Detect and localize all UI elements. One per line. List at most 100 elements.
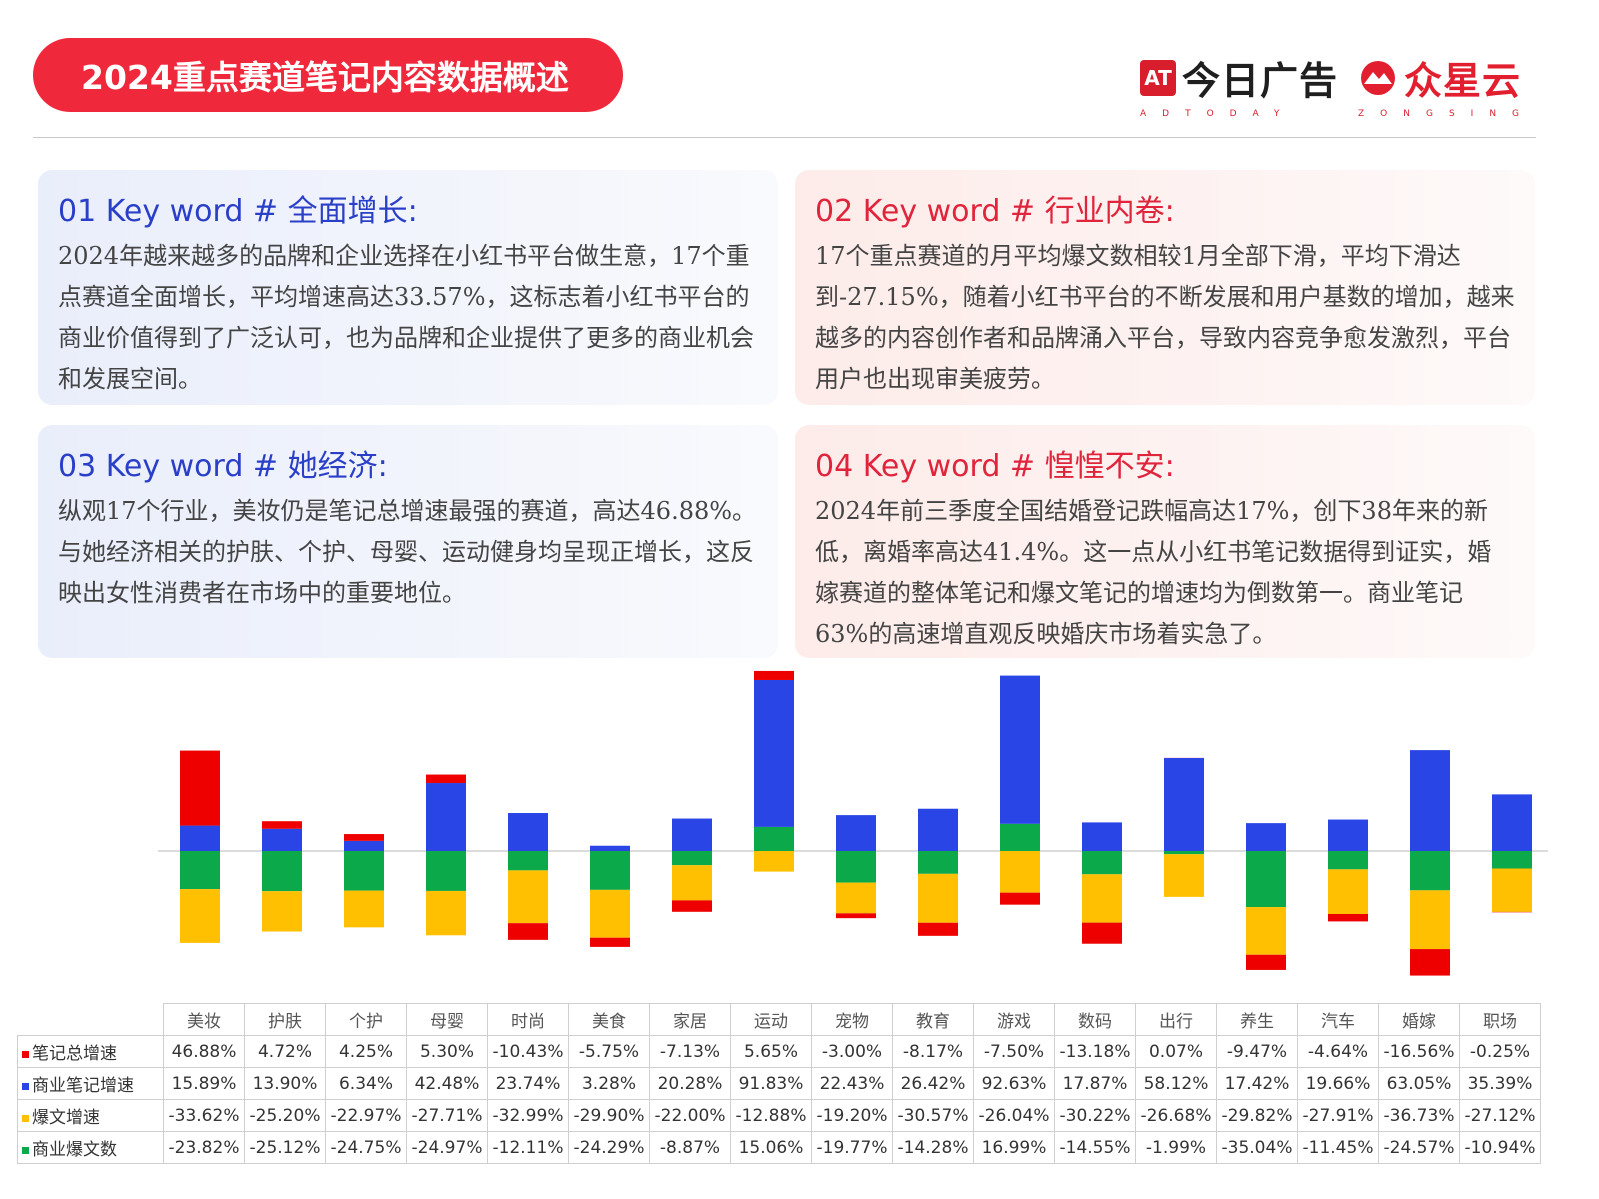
bar-segment: [754, 826, 794, 851]
table-cell: -10.43%: [487, 1035, 569, 1068]
table-cell: -12.88%: [730, 1099, 812, 1132]
bar-segment: [1492, 868, 1532, 912]
table-category-header: 数码: [1054, 1003, 1136, 1036]
table-cell: 6.34%: [325, 1067, 407, 1100]
table-cell: -26.04%: [973, 1099, 1055, 1132]
table-cell: -36.73%: [1378, 1099, 1460, 1132]
bar-segment: [1082, 922, 1122, 944]
table-cell: -11.45%: [1297, 1131, 1379, 1164]
bar-segment: [344, 834, 384, 841]
table-cell: -13.18%: [1054, 1035, 1136, 1068]
bar-segment: [508, 923, 548, 940]
table-cell: -27.91%: [1297, 1099, 1379, 1132]
keyword-card-text: 2024年前三季度全国结婚登记跌幅高达17%，创下38年来的新低，离婚率高达41…: [815, 497, 1492, 648]
table-cell: -27.12%: [1459, 1099, 1541, 1132]
table-cell: -35.04%: [1216, 1131, 1298, 1164]
brand-adtoday-name: 今日广告: [1182, 59, 1339, 103]
table-cell: 23.74%: [487, 1067, 569, 1100]
bar-segment: [1328, 819, 1368, 851]
keyword-card-text: 纵观17个行业，美妆仍是笔记总增速最强的赛道，高达46.88%。与她经济相关的护…: [58, 497, 757, 607]
bar-segment: [754, 670, 794, 680]
bar-segment: [754, 851, 794, 872]
bar-segment: [1164, 758, 1204, 851]
bar-segment: [344, 851, 384, 891]
table-cell: -22.00%: [649, 1099, 731, 1132]
table-cell: -5.75%: [568, 1035, 650, 1068]
table-cell: -7.50%: [973, 1035, 1055, 1068]
table-cell: -25.20%: [244, 1099, 326, 1132]
bar-segment: [590, 889, 630, 938]
header-divider: [33, 137, 1536, 138]
table-category-header: 出行: [1135, 1003, 1217, 1036]
bar-segment: [1082, 874, 1122, 923]
bar-segment: [1000, 892, 1040, 905]
table-cell: 26.42%: [892, 1067, 974, 1100]
keyword-card-4: 04 Key word # 惶惶不安: 2024年前三季度全国结婚登记跌幅高达1…: [795, 425, 1535, 658]
table-row: 商业笔记增速 15.89% 13.90% 6.34% 42.48% 23.74% 3.28%…: [17, 1067, 1541, 1100]
keyword-card-text: 2024年越来越多的品牌和企业选择在小红书平台做生意，17个重点赛道全面增长，平…: [58, 242, 754, 393]
table-cell: -0.25%: [1459, 1035, 1541, 1068]
brand-zongsing: 众星云 ZONGSING: [1358, 50, 1535, 119]
bar-segment: [1246, 954, 1286, 970]
bar-segment: [262, 891, 302, 932]
table-cell: 22.43%: [811, 1067, 893, 1100]
keyword-card-title: 01 Key word # 全面增长:: [58, 194, 418, 229]
bar-segment: [1410, 851, 1450, 891]
adtoday-logo-icon: AT: [1140, 59, 1176, 96]
table-cell: 17.87%: [1054, 1067, 1136, 1100]
table-cell: -14.55%: [1054, 1131, 1136, 1164]
bar-segment: [180, 825, 220, 851]
table-cell: -32.99%: [487, 1099, 569, 1132]
bar-segment: [1410, 890, 1450, 950]
bar-segment: [1246, 907, 1286, 955]
table-cell: -29.90%: [568, 1099, 650, 1132]
bar-segment: [508, 813, 548, 851]
legend-swatch: [22, 1114, 29, 1122]
table-category-header: 汽车: [1297, 1003, 1379, 1036]
table-cell: -9.47%: [1216, 1035, 1298, 1068]
table-cell: 15.89%: [163, 1067, 245, 1100]
table-cell: -4.64%: [1297, 1035, 1379, 1068]
table-cell: -19.77%: [811, 1131, 893, 1164]
brand-adtoday-sub: ADTODAY: [1140, 109, 1296, 119]
bar-segment: [1328, 851, 1368, 870]
bar-segment: [1246, 823, 1286, 851]
table-cell: -25.12%: [244, 1131, 326, 1164]
table-row: 商业爆文数 -23.82% -25.12% -24.75% -24.97% -12.11%…: [17, 1131, 1541, 1164]
table-cell: -23.82%: [163, 1131, 245, 1164]
table-category-header: 宠物: [811, 1003, 893, 1036]
bar-segment: [672, 865, 712, 901]
bar-segment: [1410, 949, 1450, 976]
table-cell: -30.22%: [1054, 1099, 1136, 1132]
bar-segment: [426, 774, 466, 784]
table-cell: 35.39%: [1459, 1067, 1541, 1100]
table-cell: -27.71%: [406, 1099, 488, 1132]
table-category-header: 养生: [1216, 1003, 1298, 1036]
table-cell: 92.63%: [973, 1067, 1055, 1100]
brand-adtoday: AT 今日广告 ADTODAY: [1140, 50, 1338, 119]
table-series-label: 商业笔记增速: [17, 1067, 164, 1100]
table-cell: -12.11%: [487, 1131, 569, 1164]
table-category-header: 美妆: [163, 1003, 245, 1036]
legend-label: 爆文增速: [32, 1108, 100, 1128]
table-cell: -1.99%: [1135, 1131, 1217, 1164]
bar-segment: [590, 937, 630, 947]
table-category-header: 教育: [892, 1003, 974, 1036]
table-category-header: 职场: [1459, 1003, 1541, 1036]
table-series-label: 商业爆文数: [17, 1131, 164, 1164]
bar-segment: [918, 808, 958, 851]
table-cell: 5.30%: [406, 1035, 488, 1068]
table-cell: -24.57%: [1378, 1131, 1460, 1164]
bar-segment: [508, 870, 548, 924]
keyword-card-1: 01 Key word # 全面增长: 2024年越来越多的品牌和企业选择在小红…: [38, 170, 778, 405]
bar-segment: [672, 851, 712, 866]
keyword-card-2: 02 Key word # 行业内卷: 17个重点赛道的月平均爆文数相较1月全部…: [795, 170, 1535, 405]
table-category-header: 婚嫁: [1378, 1003, 1460, 1036]
table-corner: [17, 1003, 164, 1036]
table-cell: -30.57%: [892, 1099, 974, 1132]
table-cell: 4.72%: [244, 1035, 326, 1068]
bar-segment: [836, 815, 876, 851]
bar-segment: [1000, 851, 1040, 893]
legend-swatch: [22, 1050, 29, 1058]
bar-segment: [344, 890, 384, 928]
